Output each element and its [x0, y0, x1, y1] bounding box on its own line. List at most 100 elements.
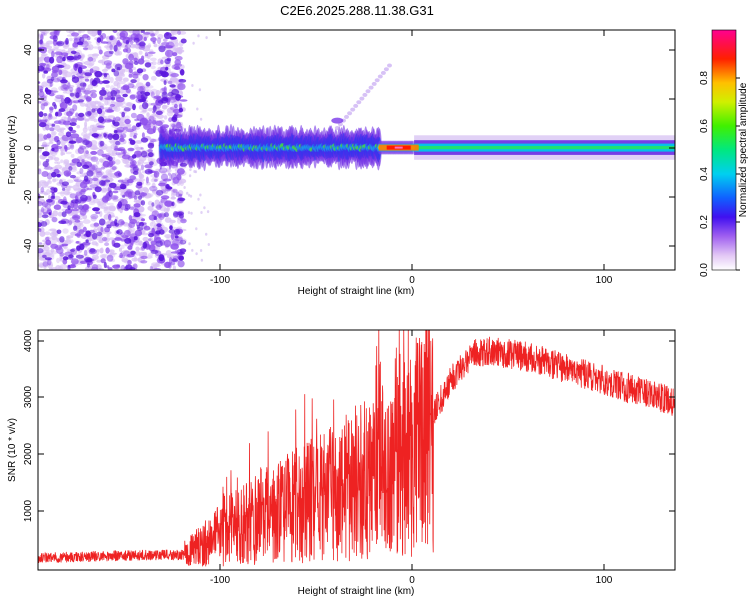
- spectrogram-cell: [150, 33, 156, 37]
- spectrogram-cell: [82, 204, 89, 211]
- spectrogram-cell: [73, 188, 81, 192]
- spectrogram-cell: [107, 133, 114, 141]
- spectrogram-cell: [74, 233, 81, 237]
- spectrogram-cell: [73, 55, 78, 61]
- spectrogram-cell: [164, 45, 173, 49]
- spectrogram-cell: [124, 115, 130, 120]
- spectrogram-cell: [92, 194, 97, 199]
- spectrogram-cell: [161, 42, 170, 46]
- spectrogram-cell: [108, 50, 114, 55]
- spectrogram-cell: [350, 107, 356, 112]
- spectrogram-cell: [53, 30, 60, 36]
- spectrogram-cell: [157, 213, 163, 218]
- spectrogram-cell: [123, 107, 131, 112]
- spectrogram-cell: [38, 264, 45, 268]
- spectrogram-cell: [106, 224, 112, 229]
- spectrogram-cell: [116, 40, 121, 46]
- spectrogram-cell: [347, 111, 353, 116]
- spectrogram-cell: [146, 128, 156, 135]
- spectrogram-cell: [151, 61, 157, 66]
- spectrogram-cell: [54, 51, 63, 55]
- spectrogram-cell: [162, 105, 169, 108]
- spectrogram-cell: [138, 240, 143, 246]
- spectrogram-cell: [39, 230, 46, 237]
- spectrogram-cell: [191, 84, 194, 87]
- spectrogram-cell: [133, 133, 138, 136]
- colorbar-label: Normalized spectral amplitude: [738, 82, 749, 217]
- spectrogram-cell: [56, 191, 65, 195]
- spectrogram-cell: [38, 85, 44, 92]
- spectrogram-cell: [159, 180, 168, 185]
- spectrogram-cell: [95, 211, 101, 215]
- spectrogram-cell: [57, 266, 64, 270]
- spectrogram-cell: [172, 176, 180, 184]
- spectrogram-panel: -100 0 100 40 20 0 -20 -40 Height of str…: [7, 29, 676, 297]
- spectrogram-cell: [86, 263, 90, 268]
- spectrogram-y-tick-label: -40: [23, 238, 34, 253]
- spectrogram-cell: [133, 236, 138, 241]
- spectrogram-cell: [86, 187, 93, 191]
- spectrogram-cell: [111, 68, 116, 73]
- spectrogram-cell: [195, 252, 198, 256]
- spectrogram-cell: [140, 150, 148, 158]
- spectrogram-cell: [147, 51, 156, 55]
- spectrogram-cell: [77, 99, 85, 103]
- spectrogram-cell: [128, 221, 136, 228]
- spectrogram-cell: [40, 221, 48, 227]
- spectrogram-cell: [61, 187, 66, 191]
- spectrogram-cell: [122, 77, 129, 82]
- spectrogram-cell: [144, 52, 149, 57]
- spectrogram-cell: [114, 219, 118, 226]
- spectrogram-cell: [91, 241, 98, 246]
- spectrogram-cell: [197, 34, 200, 38]
- spectrogram-cell: [84, 121, 88, 128]
- spectrogram-cell: [117, 201, 123, 209]
- spectrogram-cell: [128, 73, 133, 78]
- spectrogram-cell: [65, 131, 72, 138]
- spectrogram-cell: [40, 34, 44, 41]
- colorbar-gradient: [711, 29, 737, 271]
- spectrogram-cell: [99, 140, 105, 147]
- spectrogram-cell: [164, 201, 173, 207]
- spectrogram-cell: [109, 182, 117, 189]
- spectrogram-cell: [114, 101, 121, 108]
- spectrogram-cell: [70, 208, 79, 212]
- spectrogram-cell: [93, 222, 100, 227]
- spectrogram-cell: [207, 243, 210, 246]
- figure-title: C2E6.2025.288.11.38.G31: [280, 3, 434, 18]
- colorbar: 0.0 0.2 0.4 0.6 0.8 Normalized spectral …: [699, 29, 749, 277]
- spectrogram-cell: [103, 132, 107, 138]
- spectrogram-cell: [53, 204, 62, 210]
- spectrogram-cell: [91, 232, 98, 240]
- spectrogram-cell: [133, 37, 140, 43]
- spectrogram-cell: [90, 213, 99, 220]
- spectrogram-cell: [98, 49, 103, 55]
- spectrogram-cell: [170, 232, 175, 240]
- spectrogram-cell: [91, 147, 100, 150]
- spectrogram-cell: [42, 254, 47, 258]
- spectrogram-cell: [42, 261, 49, 267]
- spectrogram-cell: [38, 111, 44, 118]
- spectrogram-cell: [43, 246, 50, 251]
- spectrogram-cell: [79, 243, 85, 250]
- spectrogram-cell: [193, 170, 196, 173]
- spectrogram-cell: [51, 71, 58, 78]
- spectrogram-cell: [103, 118, 113, 123]
- spectrogram-cell: [60, 159, 64, 164]
- spectrogram-cell: [128, 214, 133, 221]
- spectrogram-band: [394, 146, 403, 149]
- spectrogram-cell: [97, 116, 105, 123]
- spectrogram-cell: [101, 33, 107, 39]
- spectrogram-cell: [91, 133, 99, 138]
- spectrogram-cell: [128, 206, 137, 211]
- spectrogram-cell: [158, 182, 166, 187]
- spectrogram-cell: [65, 151, 72, 155]
- spectrogram-cell: [206, 210, 210, 214]
- spectrogram-cell: [127, 259, 132, 266]
- spectrogram-cell: [163, 239, 172, 248]
- spectrogram-cell: [46, 40, 54, 45]
- spectrogram-cell: [97, 108, 103, 115]
- spectrogram-cell: [179, 69, 185, 76]
- spectrogram-cell: [54, 161, 58, 164]
- spectrogram-cell: [139, 85, 146, 93]
